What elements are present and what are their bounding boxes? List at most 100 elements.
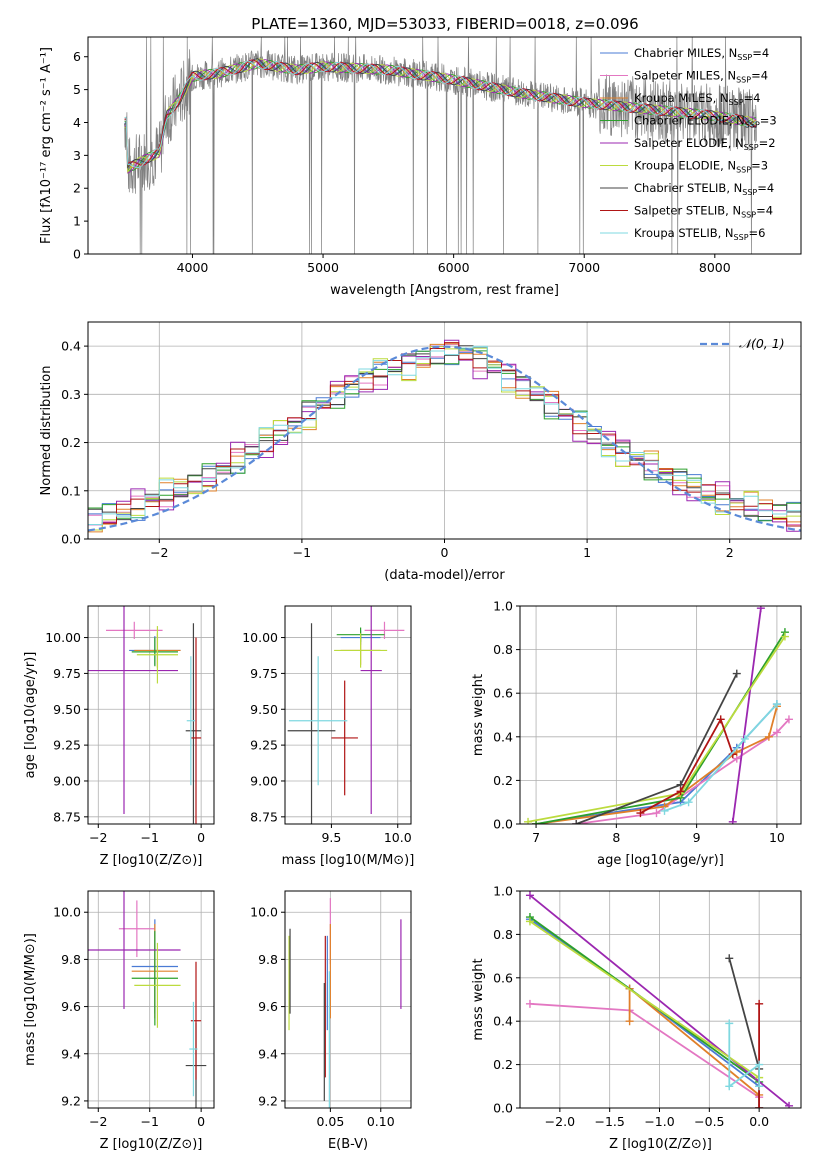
grid [285, 891, 411, 1108]
x-tick-label: 8 [612, 830, 620, 845]
y-tick-label: 10.0 [53, 905, 81, 920]
marker-kroupa_stelib [660, 806, 669, 815]
legend-label: Salpeter ELODIE, N [634, 136, 744, 150]
subplot-age_vs_mass: 9.5 10.0 8.75 9.00 9.25 9.50 9.75 10.00 mass [lo… [242, 605, 415, 868]
x-tick-label: 7000 [568, 260, 600, 275]
y-tick-label: 0.2 [493, 773, 513, 788]
y-tick-label: 9.6 [258, 999, 278, 1014]
y-axis-label: Flux [fλ10⁻¹⁷ erg cm⁻² s⁻¹ A⁻¹] [39, 47, 54, 244]
x-tick-label: −1 [293, 545, 311, 560]
marker-salpeter_miles [772, 728, 781, 737]
y-tick-label: 9.50 [250, 702, 278, 717]
x-axis-label: Z [log10(Z/Z⊙)] [100, 853, 203, 868]
y-axis-label: mass weight [471, 958, 486, 1040]
marker-kroupa_stelib [772, 700, 781, 709]
errorbar-kroupa_elodie [334, 633, 388, 668]
marker-salpeter_stelib [716, 715, 725, 724]
series-kroupa_elodie [529, 920, 760, 1079]
marker-salpeter_elodie [756, 606, 765, 613]
legend-sub: SSP [734, 233, 749, 242]
marker-kroupa_stelib [755, 1082, 764, 1091]
grid [520, 605, 801, 825]
axes-frame [87, 605, 215, 825]
normal-curve [88, 345, 801, 532]
legend-entry: Kroupa MILES, NSSP=4 [634, 91, 760, 107]
y-tick-label: 9.8 [258, 952, 278, 967]
x-tick-label: −2 [150, 545, 168, 560]
plot-area [88, 891, 207, 1108]
legend-entry: Kroupa STELIB, NSSP=6 [634, 226, 765, 242]
legend-sub: SSP [729, 98, 744, 107]
marker-salpeter_miles [525, 999, 534, 1008]
errorbar-chabrier_stelib [185, 623, 202, 824]
x-tick-label: 7 [532, 830, 540, 845]
axes-frame [519, 605, 802, 825]
plot-area [524, 606, 793, 824]
y-tick-label: 9.2 [61, 1093, 81, 1108]
axes-frame [87, 321, 802, 540]
errorbar-salpeter_elodie [88, 606, 178, 814]
y-tick-label: 9.00 [250, 773, 278, 788]
marker-kroupa_elodie [525, 917, 534, 926]
y-tick-label: 0.4 [61, 339, 81, 354]
x-tick-label: −0.5 [694, 1114, 724, 1129]
legend-entry: Salpeter ELODIE, NSSP=2 [634, 136, 776, 152]
y-tick-label: 1 [73, 214, 81, 229]
y-tick-label: 0.0 [493, 1101, 513, 1116]
y-tick-label: 0.8 [493, 927, 513, 942]
legend-sub: SSP [744, 143, 759, 152]
x-tick-label: 0 [197, 1114, 205, 1129]
x-tick-label: 10 [769, 830, 785, 845]
model-kroupa_stelib [124, 60, 757, 169]
y-axis-label: mass weight [471, 674, 486, 756]
x-tick-label: 0.10 [367, 1114, 395, 1129]
plot-area [525, 891, 794, 1108]
legend-label: Kroupa MILES, N [634, 91, 729, 105]
legend-entry: Chabrier STELIB, NSSP=4 [634, 181, 774, 197]
marker-salpeter_miles [784, 715, 793, 724]
x-tick-label: −2 [89, 830, 107, 845]
y-tick-label: 9.6 [61, 999, 81, 1014]
y-tick-label: 0.8 [493, 642, 513, 657]
y-tick-label: 9.75 [53, 666, 81, 681]
subplot-mass_vs_Z: −2 −1 0 9.2 9.4 9.6 9.8 10.0 Z [log10(Z/Z⊙)] mass… [23, 890, 215, 1152]
y-tick-label: 0.6 [493, 686, 513, 701]
subplot-age_vs_Z: −2 −1 0 8.75 9.00 9.25 9.50 9.75 10.00 Z [log10(Z… [23, 605, 215, 868]
legend-label: Chabrier STELIB, N [634, 181, 742, 195]
legend-sub: SSP [741, 211, 756, 220]
x-tick-label: −1.0 [644, 1114, 674, 1129]
x-tick-label: −1 [140, 830, 158, 845]
marker-kroupa_stelib [740, 734, 749, 743]
series-chabrier_elodie [535, 631, 786, 824]
marker-chabrier_stelib [725, 954, 734, 963]
x-tick-label: 0 [441, 545, 449, 560]
marker-salpeter_stelib [755, 999, 764, 1008]
y-tick-label: 0.0 [493, 817, 513, 832]
legend-sub: SSP [742, 188, 757, 197]
marker-kroupa_miles [764, 732, 773, 741]
marker-chabrier_elodie [532, 820, 541, 824]
x-tick-label: −2 [89, 1114, 107, 1129]
series-salpeter_elodie [529, 894, 790, 1107]
x-tick-label: 0 [197, 830, 205, 845]
y-tick-label: 6 [73, 49, 81, 64]
legend-sub: SSP [736, 166, 751, 175]
legend-entry: Chabrier MILES, NSSP=4 [634, 46, 769, 62]
y-tick-label: 0.0 [61, 532, 81, 547]
x-tick-label: −1 [140, 1114, 158, 1129]
x-tick-label: −1.5 [595, 1114, 625, 1129]
x-tick-label: 9 [693, 830, 701, 845]
marker-kroupa_stelib [684, 798, 693, 807]
y-tick-label: 2 [73, 181, 81, 196]
y-tick-label: 8.75 [250, 809, 278, 824]
x-axis-label: Z [log10(Z/Z⊙)] [100, 1137, 203, 1152]
x-axis-label: mass [log10(M/M⊙)] [282, 853, 415, 868]
marker-kroupa_elodie [780, 632, 789, 641]
legend-sub: SSP [736, 76, 751, 85]
y-tick-label: 0.4 [493, 729, 513, 744]
subplot-massweight_vs_age: 7 8 9 10 0.0 0.2 0.4 0.6 0.8 1.0 age [log10(age/yr… [471, 599, 802, 868]
y-tick-label: 9.8 [61, 952, 81, 967]
legend-label: Kroupa STELIB, N [634, 226, 734, 240]
y-tick-label: 0.2 [493, 1057, 513, 1072]
